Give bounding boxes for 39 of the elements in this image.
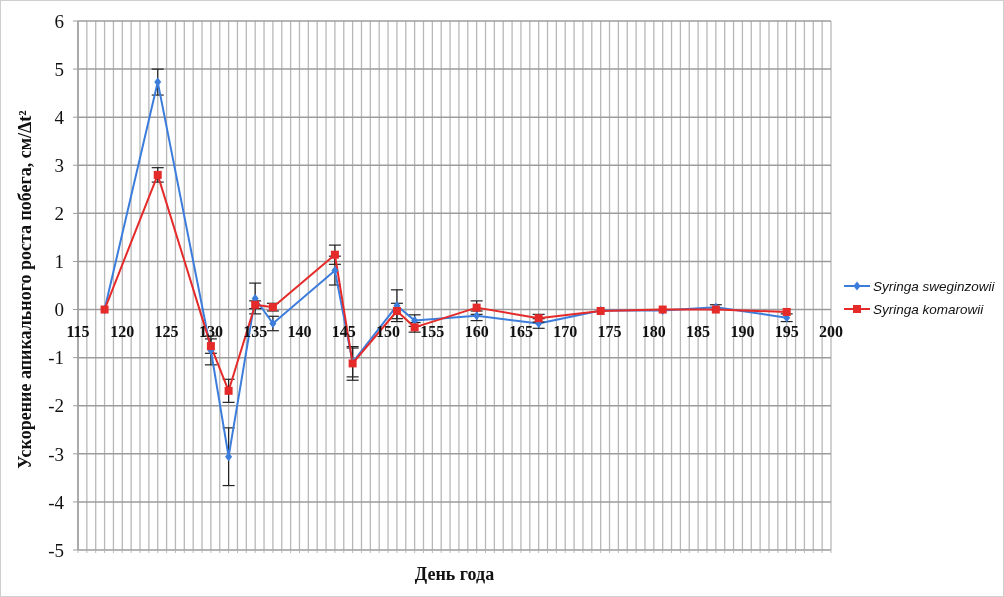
y-tick-label: 0 bbox=[54, 299, 64, 321]
y-axis-title: Ускорение апикального роста побега, см/Δt² bbox=[15, 110, 35, 469]
point bbox=[330, 250, 339, 259]
point bbox=[331, 266, 339, 276]
y-tick-label: 5 bbox=[54, 58, 64, 80]
x-tick-label: 115 bbox=[66, 322, 90, 340]
y-tick-label: -5 bbox=[48, 539, 64, 561]
x-tick-label: 190 bbox=[730, 322, 755, 340]
x-tick-label: 195 bbox=[774, 322, 799, 340]
legend-label: Syringa komarowii bbox=[873, 301, 984, 317]
y-tick-label: 6 bbox=[54, 10, 64, 32]
y-tick-label: 1 bbox=[54, 251, 64, 273]
y-tick-label: -4 bbox=[48, 491, 65, 513]
point bbox=[782, 307, 791, 316]
x-tick-label: 155 bbox=[420, 322, 445, 340]
y-tick-label: -1 bbox=[48, 347, 64, 369]
point bbox=[206, 342, 215, 351]
x-tick-label: 140 bbox=[287, 322, 312, 340]
x-tick-label: 125 bbox=[154, 322, 179, 340]
y-tick-label: -3 bbox=[48, 443, 64, 465]
point bbox=[392, 306, 401, 315]
point bbox=[224, 386, 233, 395]
y-tick-label: 4 bbox=[54, 106, 65, 128]
y-tick-label: 2 bbox=[54, 203, 64, 225]
x-tick-label: 170 bbox=[553, 322, 578, 340]
point bbox=[269, 318, 277, 328]
x-tick-label: 165 bbox=[508, 322, 533, 340]
x-tick-label: 180 bbox=[641, 322, 666, 340]
point bbox=[153, 170, 162, 179]
x-tick-label: 150 bbox=[376, 322, 401, 340]
x-tick-label: 200 bbox=[819, 322, 843, 340]
x-axis-title: День года bbox=[414, 564, 495, 584]
x-tick-label: 185 bbox=[686, 322, 711, 340]
x-tick-label: 160 bbox=[464, 322, 489, 340]
x-tick-label: 120 bbox=[110, 322, 135, 340]
legend-label: Syringa sweginzowii bbox=[873, 278, 995, 294]
y-tick-label: -2 bbox=[48, 395, 64, 417]
y-tick-label: 3 bbox=[54, 155, 64, 177]
x-tick-label: 175 bbox=[597, 322, 622, 340]
